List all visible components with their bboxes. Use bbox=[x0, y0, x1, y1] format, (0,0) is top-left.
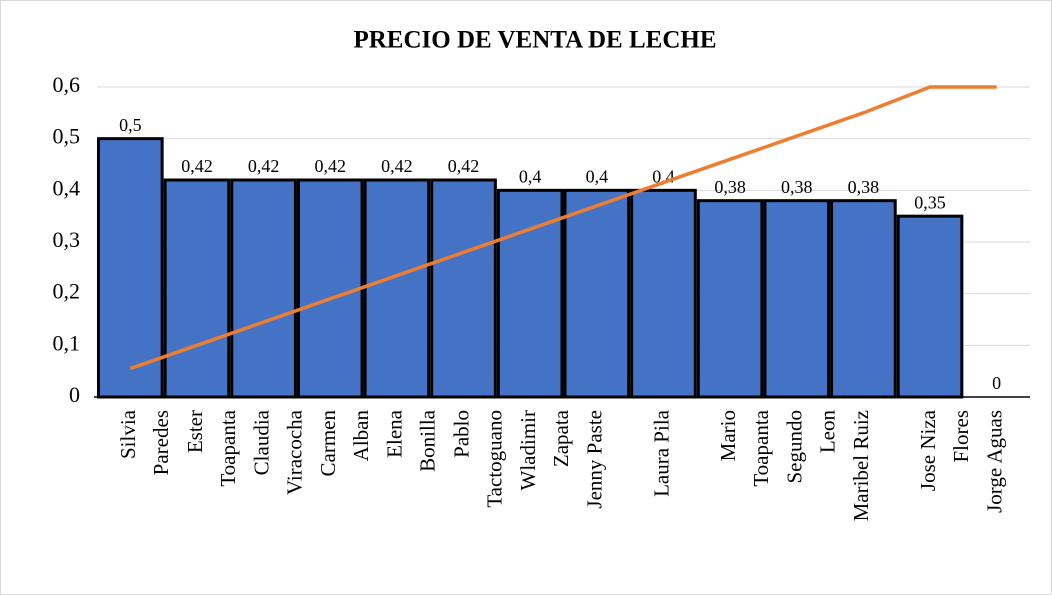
y-tick-label: 0,2 bbox=[53, 279, 81, 304]
y-tick-label: 0,5 bbox=[53, 124, 81, 149]
x-tick-label: Leon bbox=[816, 410, 840, 454]
bar bbox=[296, 178, 364, 399]
bar bbox=[496, 188, 564, 399]
data-label: 0,42 bbox=[448, 156, 480, 176]
data-label: 0,5 bbox=[119, 115, 142, 135]
x-tick-label: Claudia bbox=[249, 409, 273, 475]
x-tick-label: Ester bbox=[183, 410, 207, 453]
bar bbox=[696, 199, 764, 399]
x-tick-label: Segundo bbox=[783, 410, 807, 484]
data-label: 0,42 bbox=[181, 156, 213, 176]
data-label: 0,4 bbox=[519, 166, 542, 186]
data-label: 0,42 bbox=[315, 156, 347, 176]
bar bbox=[563, 188, 631, 399]
y-tick-label: 0,4 bbox=[53, 175, 81, 200]
x-tick-label: Toapanta bbox=[216, 409, 240, 486]
x-tick-label: Tactoguano bbox=[482, 410, 506, 508]
x-tick-label: Silvia bbox=[116, 409, 140, 459]
x-tick-label: Maribel Ruiz bbox=[849, 410, 873, 521]
x-tick-label: Carmen bbox=[316, 410, 340, 477]
x-tick-label: Mario bbox=[716, 410, 740, 461]
bar bbox=[763, 199, 831, 399]
bar bbox=[630, 188, 697, 399]
data-label: 0,42 bbox=[248, 156, 280, 176]
x-tick-label: Wladimir bbox=[516, 410, 540, 490]
data-label: 0,42 bbox=[381, 156, 413, 176]
x-tick-label: Flores bbox=[949, 410, 973, 463]
bar bbox=[97, 137, 164, 399]
y-tick-label: 0,3 bbox=[53, 227, 81, 252]
data-label: 0,38 bbox=[714, 177, 746, 197]
x-tick-label: Paredes bbox=[149, 410, 173, 475]
line bbox=[129, 85, 997, 371]
x-tick-label: Elena bbox=[383, 409, 407, 457]
data-label: 0,35 bbox=[914, 192, 946, 212]
y-tick-label: 0,1 bbox=[53, 330, 81, 355]
x-tick-label: Jenny Paste bbox=[583, 410, 607, 509]
x-tick-label: Jorge Aguas bbox=[982, 410, 1006, 513]
bar bbox=[363, 178, 431, 399]
bar bbox=[230, 178, 297, 399]
y-tick-label: 0 bbox=[69, 382, 80, 407]
bar bbox=[830, 199, 897, 399]
data-label: 0,38 bbox=[848, 177, 880, 197]
x-tick-label: Laura Pila bbox=[649, 409, 673, 497]
bar bbox=[430, 178, 497, 399]
x-tick-label: Viracocha bbox=[282, 409, 306, 495]
x-tick-label: Bonilla bbox=[416, 409, 440, 472]
data-label: 0,38 bbox=[781, 177, 813, 197]
bar bbox=[163, 178, 231, 399]
x-tick-label: Alban bbox=[349, 410, 373, 462]
x-tick-label: Zapata bbox=[549, 409, 573, 467]
chart-title: PRECIO DE VENTA DE LECHE bbox=[353, 27, 716, 54]
data-label: 0 bbox=[992, 373, 1001, 393]
data-label: 0,4 bbox=[586, 166, 609, 186]
y-tick-label: 0,6 bbox=[53, 72, 81, 97]
bar bbox=[896, 214, 964, 399]
x-tick-label: Toapanta bbox=[749, 409, 773, 486]
x-tick-label: Pablo bbox=[449, 410, 473, 458]
x-tick-label: Jose Niza bbox=[916, 409, 940, 491]
